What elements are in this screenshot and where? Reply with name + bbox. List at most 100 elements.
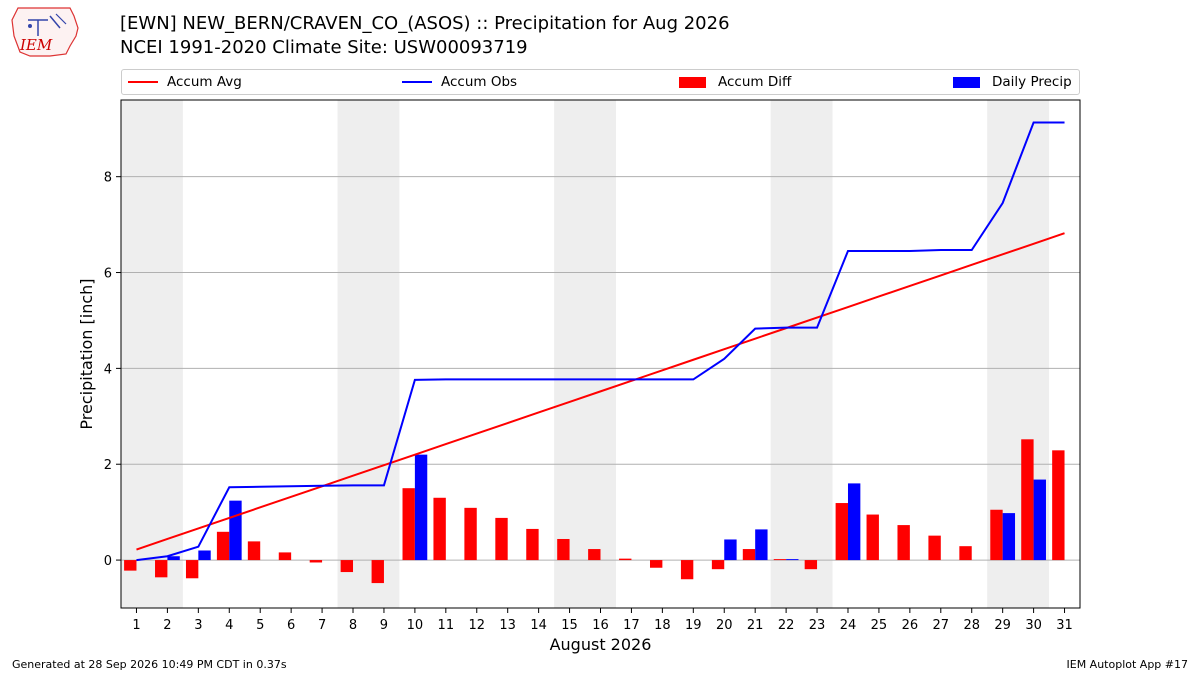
legend-swatch-accum-obs — [402, 81, 432, 83]
accum-diff-bar — [1052, 450, 1065, 561]
iem-logo: IEM — [8, 6, 82, 60]
accum-avg-line — [136, 232, 1065, 551]
accum-diff-bar — [866, 514, 879, 561]
y-tick-label: 6 — [104, 267, 112, 282]
legend-item-accum-avg: Accum Avg — [128, 73, 242, 91]
legend-label-daily-precip: Daily Precip — [992, 74, 1072, 90]
daily-precip-bar — [1002, 513, 1016, 561]
accum-diff-bar — [742, 549, 756, 561]
x-tick-label: 12 — [468, 618, 485, 633]
accum-diff-bar — [124, 560, 137, 571]
accum-diff-bar — [402, 488, 415, 561]
legend-item-accum-obs: Accum Obs — [402, 73, 517, 91]
legend-label-accum-avg: Accum Avg — [167, 74, 242, 90]
daily-precip-bar — [198, 550, 211, 561]
chart-title: [EWN] NEW_BERN/CRAVEN_CO_(ASOS) :: Preci… — [120, 13, 730, 34]
accum-diff-bar — [309, 560, 323, 563]
accum-diff-bar — [588, 549, 601, 561]
x-tick-label: 7 — [318, 618, 326, 633]
x-tick-label: 5 — [256, 618, 264, 633]
accum-diff-bar — [835, 503, 848, 561]
x-tick-label: 16 — [592, 618, 609, 633]
accum-diff-bar — [495, 517, 508, 561]
x-axis-label: August 2026 — [550, 635, 652, 654]
accum-diff-bar — [649, 560, 663, 568]
y-tick-label: 0 — [104, 554, 112, 569]
accum-diff-bar — [1021, 439, 1034, 561]
accum-diff-bar — [990, 509, 1003, 561]
y-tick-label: 4 — [104, 362, 112, 377]
legend-item-accum-diff: Accum Diff — [679, 73, 791, 91]
daily-precip-bar — [847, 483, 861, 561]
x-tick-label: 10 — [407, 618, 424, 633]
daily-precip-bar — [229, 500, 242, 561]
accum-diff-bar — [804, 560, 818, 570]
accum-diff-bar — [216, 531, 230, 561]
x-tick-label: 24 — [840, 618, 857, 633]
x-tick-label: 11 — [438, 618, 455, 633]
accum-obs-line — [136, 121, 1065, 562]
x-tick-label: 22 — [778, 618, 795, 633]
accum-diff-bar — [557, 538, 570, 561]
accum-diff-bar — [897, 525, 910, 561]
daily-precip-bar — [724, 539, 737, 561]
legend-label-accum-obs: Accum Obs — [441, 74, 518, 90]
x-tick-label: 14 — [530, 618, 547, 633]
accum-diff-bar — [928, 535, 941, 561]
app-footer: IEM Autoplot App #17 — [1066, 658, 1189, 671]
weekend-shade — [770, 100, 833, 608]
x-tick-label: 31 — [1056, 618, 1073, 633]
accum-diff-bar — [371, 560, 384, 584]
x-tick-label: 18 — [654, 618, 671, 633]
x-tick-label: 1 — [132, 618, 140, 633]
accum-diff-bar — [155, 560, 168, 578]
generated-footer: Generated at 28 Sep 2026 10:49 PM CDT in… — [12, 658, 287, 671]
accum-diff-bar — [526, 528, 539, 561]
accum-diff-bar — [340, 560, 354, 573]
accum-diff-bar — [278, 552, 292, 561]
logo-text: IEM — [19, 36, 53, 54]
y-tick-label: 2 — [104, 458, 112, 473]
y-axis-label: Precipitation [inch] — [77, 278, 96, 429]
x-tick-label: 30 — [1025, 618, 1042, 633]
accum-diff-bar — [433, 497, 446, 561]
legend-label-accum-diff: Accum Diff — [718, 74, 792, 90]
accum-diff-bar — [711, 560, 725, 570]
x-tick-label: 21 — [747, 618, 764, 633]
legend: Accum Avg Accum Obs Accum Diff Daily Pre… — [121, 69, 1080, 95]
legend-item-daily-precip: Daily Precip — [953, 73, 1072, 91]
x-tick-label: 2 — [163, 618, 171, 633]
daily-precip-bar — [755, 529, 768, 561]
x-tick-label: 13 — [499, 618, 516, 633]
daily-precip-bar — [414, 454, 428, 561]
daily-precip-bar — [1033, 479, 1046, 561]
x-tick-label: 27 — [933, 618, 950, 633]
accum-diff-bar — [464, 507, 477, 561]
x-tick-label: 9 — [380, 618, 388, 633]
x-tick-label: 4 — [225, 618, 233, 633]
accum-diff-bar — [680, 560, 694, 580]
x-tick-label: 26 — [902, 618, 919, 633]
daily-precip-bar — [167, 556, 180, 561]
chart-subtitle: NCEI 1991-2020 Climate Site: USW00093719 — [120, 37, 528, 58]
weekend-shade — [337, 100, 400, 608]
x-tick-label: 28 — [963, 618, 980, 633]
accum-diff-bar — [959, 546, 972, 561]
x-tick-label: 8 — [349, 618, 357, 633]
x-tick-label: 6 — [287, 618, 295, 633]
x-tick-label: 19 — [685, 618, 702, 633]
x-tick-label: 17 — [623, 618, 640, 633]
legend-swatch-accum-avg — [128, 81, 158, 83]
legend-swatch-accum-diff — [679, 76, 706, 88]
x-tick-label: 25 — [871, 618, 888, 633]
y-tick-label: 8 — [104, 171, 112, 186]
x-tick-label: 23 — [809, 618, 826, 633]
accum-diff-bar — [773, 559, 787, 561]
iem-logo-icon: IEM — [11, 7, 79, 57]
legend-swatch-daily-precip — [953, 76, 980, 88]
x-tick-label: 15 — [561, 618, 578, 633]
accum-diff-bar — [619, 558, 632, 561]
x-tick-label: 3 — [194, 618, 202, 633]
accum-diff-bar — [185, 560, 199, 579]
